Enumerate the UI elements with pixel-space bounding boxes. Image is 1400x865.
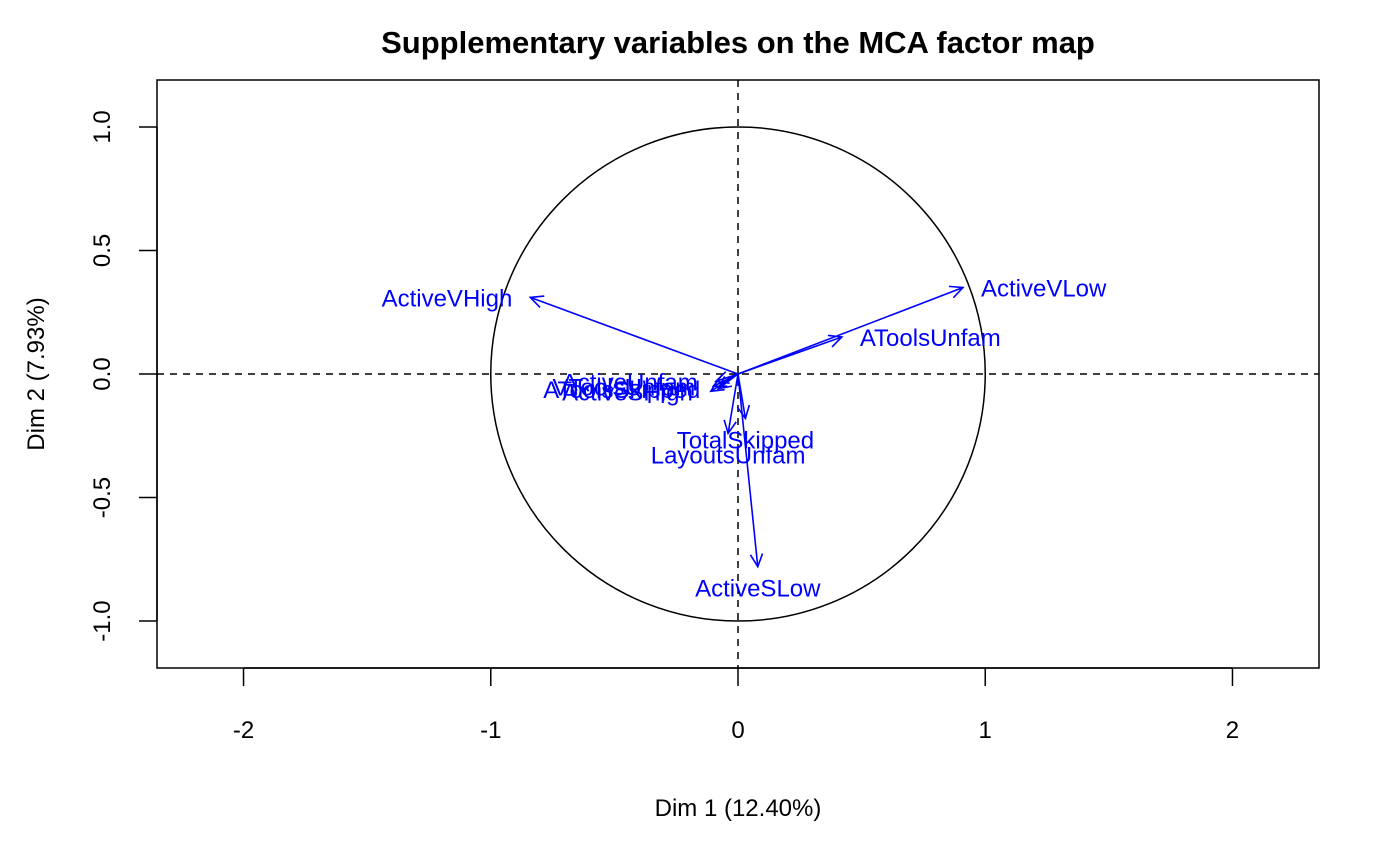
- arrow-label: ActiveSLow: [695, 576, 821, 603]
- arrow-label: AToolsSkipped: [543, 377, 700, 404]
- arrow-label: VToolsUnfam: [553, 374, 696, 401]
- arrow-head: [709, 378, 725, 393]
- arrow-shaft: [737, 286, 964, 375]
- arrow-shaft: [530, 296, 739, 375]
- arrow-ActiveSLow: ActiveSLow: [695, 373, 821, 603]
- y-tick-label: 0.0: [89, 357, 116, 390]
- arrow-label: LayoutsUnfam: [651, 442, 806, 469]
- y-tick-label: 1.0: [89, 110, 116, 143]
- arrow-head: [723, 419, 737, 436]
- arrow-shaft: [737, 336, 843, 375]
- arrow-LayoutsUnfam: LayoutsUnfam: [651, 373, 806, 469]
- plot-area: ActiveVHigh ActiveVLow AToolsUnfam ActiveUn…: [156, 79, 1320, 669]
- arrow-label: ActiveVLow: [981, 276, 1107, 303]
- arrow-head: [716, 376, 733, 390]
- arrow-ActiveUnfam: ActiveUnfam: [562, 369, 739, 396]
- y-tick-label: -0.5: [89, 477, 116, 518]
- arrow-head: [736, 404, 751, 421]
- arrow-head: [528, 295, 545, 309]
- arrow-head: [749, 553, 764, 569]
- arrow-shaft: [727, 373, 739, 434]
- arrow-shaft: [737, 373, 759, 567]
- arrow-label: ActiveUnfam: [562, 369, 698, 396]
- x-axis-label: Dim 1 (12.40%): [655, 795, 822, 822]
- arrow-AToolsUnfam: AToolsUnfam: [737, 325, 1001, 375]
- arrow-AToolsSkipped: AToolsSkipped: [543, 373, 739, 404]
- x-tick-label: -1: [480, 717, 501, 744]
- arrow-head: [827, 334, 844, 348]
- y-tick-label: -1.0: [89, 600, 116, 641]
- arrow-VToolsUnfam: VToolsUnfam: [553, 373, 739, 401]
- arrow-ActiveVHigh: ActiveVHigh: [382, 285, 739, 375]
- x-tick-label: 1: [979, 717, 992, 744]
- arrow-label: AToolsUnfam: [860, 325, 1001, 352]
- correlation-circle: [490, 126, 986, 622]
- arrow-shaft: [710, 373, 739, 392]
- arrow-label: ActiveSHigh: [562, 379, 693, 406]
- chart-title: Supplementary variables on the MCA facto…: [381, 25, 1095, 60]
- arrow-head: [948, 285, 965, 299]
- arrow-label: ActiveVHigh: [382, 285, 513, 312]
- x-tick-label: 0: [731, 717, 744, 744]
- arrow-ActiveVLow: ActiveVLow: [737, 276, 1107, 375]
- x-tick-label: -2: [233, 717, 254, 744]
- x-tick-label: 2: [1226, 717, 1239, 744]
- y-axis-label: Dim 2 (7.93%): [23, 297, 50, 450]
- arrow-ActiveSHigh: ActiveSHigh: [562, 373, 739, 406]
- axes: -2 -1 0 1 2 -1.0 -0.5 0.0 0.5 1.0: [89, 110, 1239, 744]
- y-tick-label: 0.5: [89, 234, 116, 267]
